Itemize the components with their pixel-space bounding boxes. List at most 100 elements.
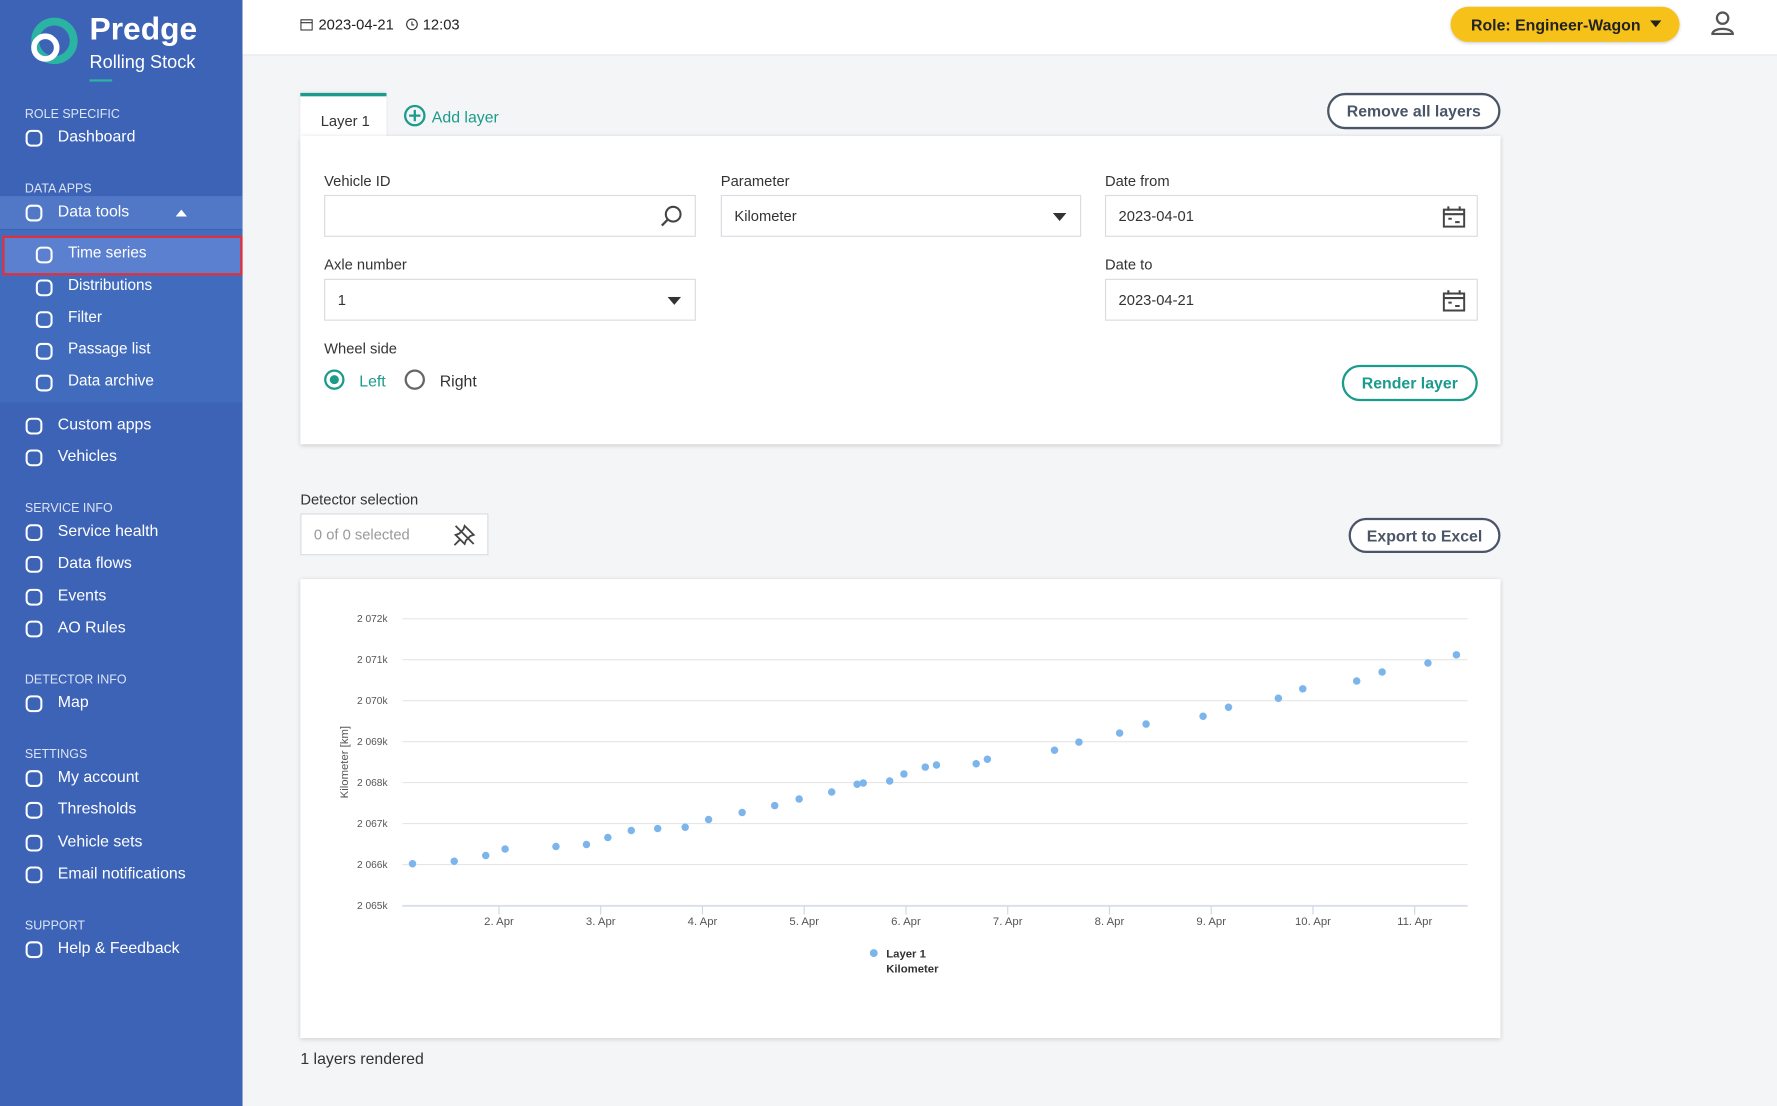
point xyxy=(1274,694,1283,702)
add-icon[interactable] xyxy=(403,104,426,127)
y-tick-label: 2 070k xyxy=(357,696,388,707)
submenu-item[interactable]: Filter xyxy=(67,308,102,326)
menu-icon xyxy=(25,204,43,222)
menu-item[interactable]: Vehicle sets xyxy=(57,831,143,850)
caret xyxy=(175,209,187,217)
menu-item[interactable]: Custom apps xyxy=(57,414,152,433)
menu-item[interactable]: Help & Feedback xyxy=(57,938,180,957)
selected-item xyxy=(2,235,243,276)
legend-marker xyxy=(869,949,878,958)
icon-shape xyxy=(35,278,53,296)
menu-icon xyxy=(25,866,43,883)
menu-icon xyxy=(25,695,43,713)
menu-item[interactable]: Email notifications xyxy=(57,863,186,882)
menu-item[interactable]: Data flows xyxy=(57,553,132,572)
detector-select[interactable]: 0 of 0 selected xyxy=(300,513,489,556)
point xyxy=(1199,712,1207,721)
icon-shape xyxy=(25,620,43,638)
vehicle-id-input[interactable] xyxy=(324,194,696,237)
radio-label: Right xyxy=(439,371,477,390)
tab[interactable]: Layer 1 xyxy=(300,92,387,138)
submenu-item[interactable]: Distributions xyxy=(67,275,153,293)
date-to-input[interactable]: 2023-04-21 xyxy=(1104,278,1478,321)
point xyxy=(853,780,861,788)
input-value: 2023-04-01 xyxy=(1118,207,1194,225)
export-button[interactable]: Export to Excel xyxy=(1348,517,1501,554)
radio-label: Left xyxy=(359,371,386,390)
point xyxy=(408,859,417,868)
user-icon[interactable] xyxy=(1710,10,1735,36)
y-tick-label: 2 068k xyxy=(357,778,388,789)
field-label: Detector selection xyxy=(300,490,419,508)
menu-icon xyxy=(25,941,43,958)
icon-shape xyxy=(25,129,43,147)
point xyxy=(972,760,980,768)
chart: 2 065k 2 066k 2 067k 2 068k 2 069k 2 070k 2 07… xyxy=(339,614,1468,975)
icon-shape xyxy=(25,449,43,467)
point xyxy=(681,823,689,832)
icon-shape xyxy=(25,204,43,222)
point xyxy=(795,795,803,803)
point xyxy=(859,779,867,787)
topbar: 2023-04-21 12:03 Role: Engineer-Wagon xyxy=(242,0,1777,56)
menu-item[interactable]: Map xyxy=(57,692,89,711)
menu-item[interactable]: Service health xyxy=(57,521,159,540)
menu-icon xyxy=(25,524,43,542)
icon-shape xyxy=(35,343,53,360)
subbrand: Rolling Stock xyxy=(89,53,196,73)
section-title: SERVICE INFO xyxy=(24,502,113,516)
menu-icon xyxy=(25,834,43,851)
time: 12:03 xyxy=(422,15,460,33)
field-label: Date from xyxy=(1104,172,1170,190)
menu-item[interactable]: AO Rules xyxy=(57,617,126,636)
menu-item[interactable]: Data tools xyxy=(57,201,130,221)
axle-select[interactable]: 1 xyxy=(324,278,696,321)
y-tick-label: 2 066k xyxy=(357,860,388,871)
status-text: 1 layers rendered xyxy=(300,1049,424,1068)
menu-item[interactable]: Thresholds xyxy=(57,799,137,818)
point xyxy=(1050,746,1059,754)
menu-icon xyxy=(25,556,43,574)
menu-icon xyxy=(35,278,53,296)
icon-shape xyxy=(25,524,43,542)
menu-item[interactable]: My account xyxy=(57,767,139,786)
x-tick-label: 6. Apr xyxy=(891,916,921,928)
point xyxy=(1075,738,1083,746)
render-button[interactable]: Render layer xyxy=(1341,364,1478,402)
parameter-select[interactable]: Kilometer xyxy=(720,194,1082,237)
radio[interactable] xyxy=(404,369,425,390)
date: 2023-04-21 xyxy=(318,15,394,33)
submenu-item[interactable]: Data archive xyxy=(67,372,154,390)
point xyxy=(582,840,591,849)
brand: Predge xyxy=(89,11,198,47)
menu-item[interactable]: Dashboard xyxy=(57,126,136,146)
select-value: 1 xyxy=(337,291,346,309)
point xyxy=(482,851,490,860)
placeholder: 0 of 0 selected xyxy=(313,525,410,543)
submenu-item[interactable]: Time series xyxy=(67,243,147,261)
x-tick-label: 3. Apr xyxy=(586,916,616,928)
section-title: DATA APPS xyxy=(24,182,92,197)
calendar-icon xyxy=(1442,206,1466,228)
y-axis-title: Kilometer [km] xyxy=(339,726,351,798)
point xyxy=(653,824,662,833)
add-layer[interactable]: Add layer xyxy=(431,107,499,126)
submenu-item[interactable]: Passage list xyxy=(67,340,151,358)
menu-icon xyxy=(35,343,53,360)
brand-underline xyxy=(89,79,113,82)
remove-all-button[interactable]: Remove all layers xyxy=(1327,92,1501,130)
field-label: Axle number xyxy=(324,256,407,274)
x-tick-label: 2. Apr xyxy=(484,916,514,928)
date-from-input[interactable]: 2023-04-01 xyxy=(1104,194,1478,237)
point xyxy=(738,808,746,817)
menu-icon xyxy=(25,129,43,147)
role-button[interactable]: Role: Engineer-Wagon xyxy=(1450,6,1680,42)
point xyxy=(501,845,509,853)
menu-item[interactable]: Vehicles xyxy=(57,446,117,465)
caret xyxy=(667,296,682,305)
point xyxy=(1378,668,1386,676)
caret xyxy=(1650,20,1662,28)
logo xyxy=(31,17,78,65)
menu-item[interactable]: Events xyxy=(57,585,107,604)
tab-label: Layer 1 xyxy=(320,112,370,130)
